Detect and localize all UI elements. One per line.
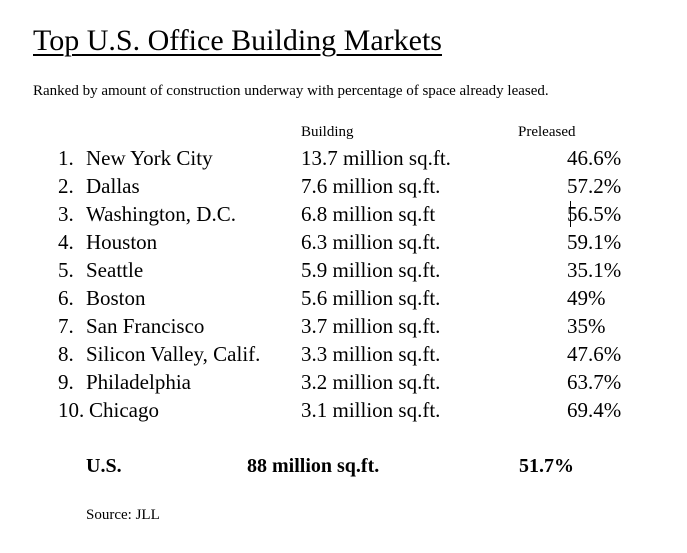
preleased-percent: 63.7%: [567, 370, 622, 394]
preleased-percent: 59.1%: [567, 230, 622, 254]
rank: 5.: [58, 258, 74, 282]
city-name: San Francisco: [86, 314, 205, 338]
text-cursor: [570, 201, 571, 227]
building-amount: 5.6 million sq.ft.: [301, 286, 441, 310]
table-row: 8. Silicon Valley, Calif. 3.3 million sq…: [0, 340, 687, 368]
rank: 8.: [58, 342, 74, 366]
building-amount: 3.3 million sq.ft.: [301, 342, 441, 366]
source-note: Source: JLL: [86, 507, 160, 523]
city-name: New York City: [86, 146, 213, 170]
building-amount: 6.8 million sq.ft: [301, 202, 436, 226]
table-row: 10. Chicago 3.1 million sq.ft. 69.4%: [0, 396, 687, 424]
table-row: 4. Houston 6.3 million sq.ft. 59.1%: [0, 228, 687, 256]
preleased-percent: 56.5%: [567, 202, 622, 226]
building-amount: 5.9 million sq.ft.: [301, 258, 441, 282]
page-title: Top U.S. Office Building Markets: [33, 24, 442, 57]
building-amount: 7.6 million sq.ft.: [301, 174, 441, 198]
city-name: Washington, D.C.: [86, 202, 236, 226]
preleased-percent: 69.4%: [567, 398, 622, 422]
building-amount: 3.7 million sq.ft.: [301, 314, 441, 338]
rank: 9.: [58, 370, 74, 394]
preleased-percent: 47.6%: [567, 342, 622, 366]
table-row: 2. Dallas 7.6 million sq.ft. 57.2%: [0, 172, 687, 200]
preleased-percent: 49%: [567, 286, 606, 310]
rank: 2.: [58, 174, 74, 198]
rank: 3.: [58, 202, 74, 226]
column-header-preleased: Preleased: [518, 124, 576, 140]
city-name: Silicon Valley, Calif.: [86, 342, 261, 366]
preleased-percent: 35.1%: [567, 258, 622, 282]
city-name: Philadelphia: [86, 370, 191, 394]
rank: 1.: [58, 146, 74, 170]
table-row: 3. Washington, D.C. 6.8 million sq.ft 56…: [0, 200, 687, 228]
city-name: Houston: [86, 230, 158, 254]
table-row: 5. Seattle 5.9 million sq.ft. 35.1%: [0, 256, 687, 284]
preleased-percent: 57.2%: [567, 174, 622, 198]
rank: 4.: [58, 230, 74, 254]
total-preleased: 51.7%: [519, 455, 574, 477]
column-header-building: Building: [301, 124, 354, 140]
city-name: Chicago: [89, 398, 159, 422]
city-name: Dallas: [86, 174, 140, 198]
building-amount: 13.7 million sq.ft.: [301, 146, 451, 170]
rank: 6.: [58, 286, 74, 310]
city-name: Seattle: [86, 258, 144, 282]
table-row: 7. San Francisco 3.7 million sq.ft. 35%: [0, 312, 687, 340]
subtitle: Ranked by amount of construction underwa…: [33, 83, 549, 99]
table-row: 1. New York City 13.7 million sq.ft. 46.…: [0, 144, 687, 172]
building-amount: 6.3 million sq.ft.: [301, 230, 441, 254]
total-label: U.S.: [86, 455, 122, 477]
table-row: 9. Philadelphia 3.2 million sq.ft. 63.7%: [0, 368, 687, 396]
city-name: Boston: [86, 286, 146, 310]
preleased-percent: 46.6%: [567, 146, 622, 170]
rank: 7.: [58, 314, 74, 338]
building-amount: 3.2 million sq.ft.: [301, 370, 441, 394]
rank: 10.: [58, 398, 85, 422]
preleased-percent: 35%: [567, 314, 606, 338]
building-amount: 3.1 million sq.ft.: [301, 398, 441, 422]
table-row: 6. Boston 5.6 million sq.ft. 49%: [0, 284, 687, 312]
total-building: 88 million sq.ft.: [247, 455, 380, 477]
